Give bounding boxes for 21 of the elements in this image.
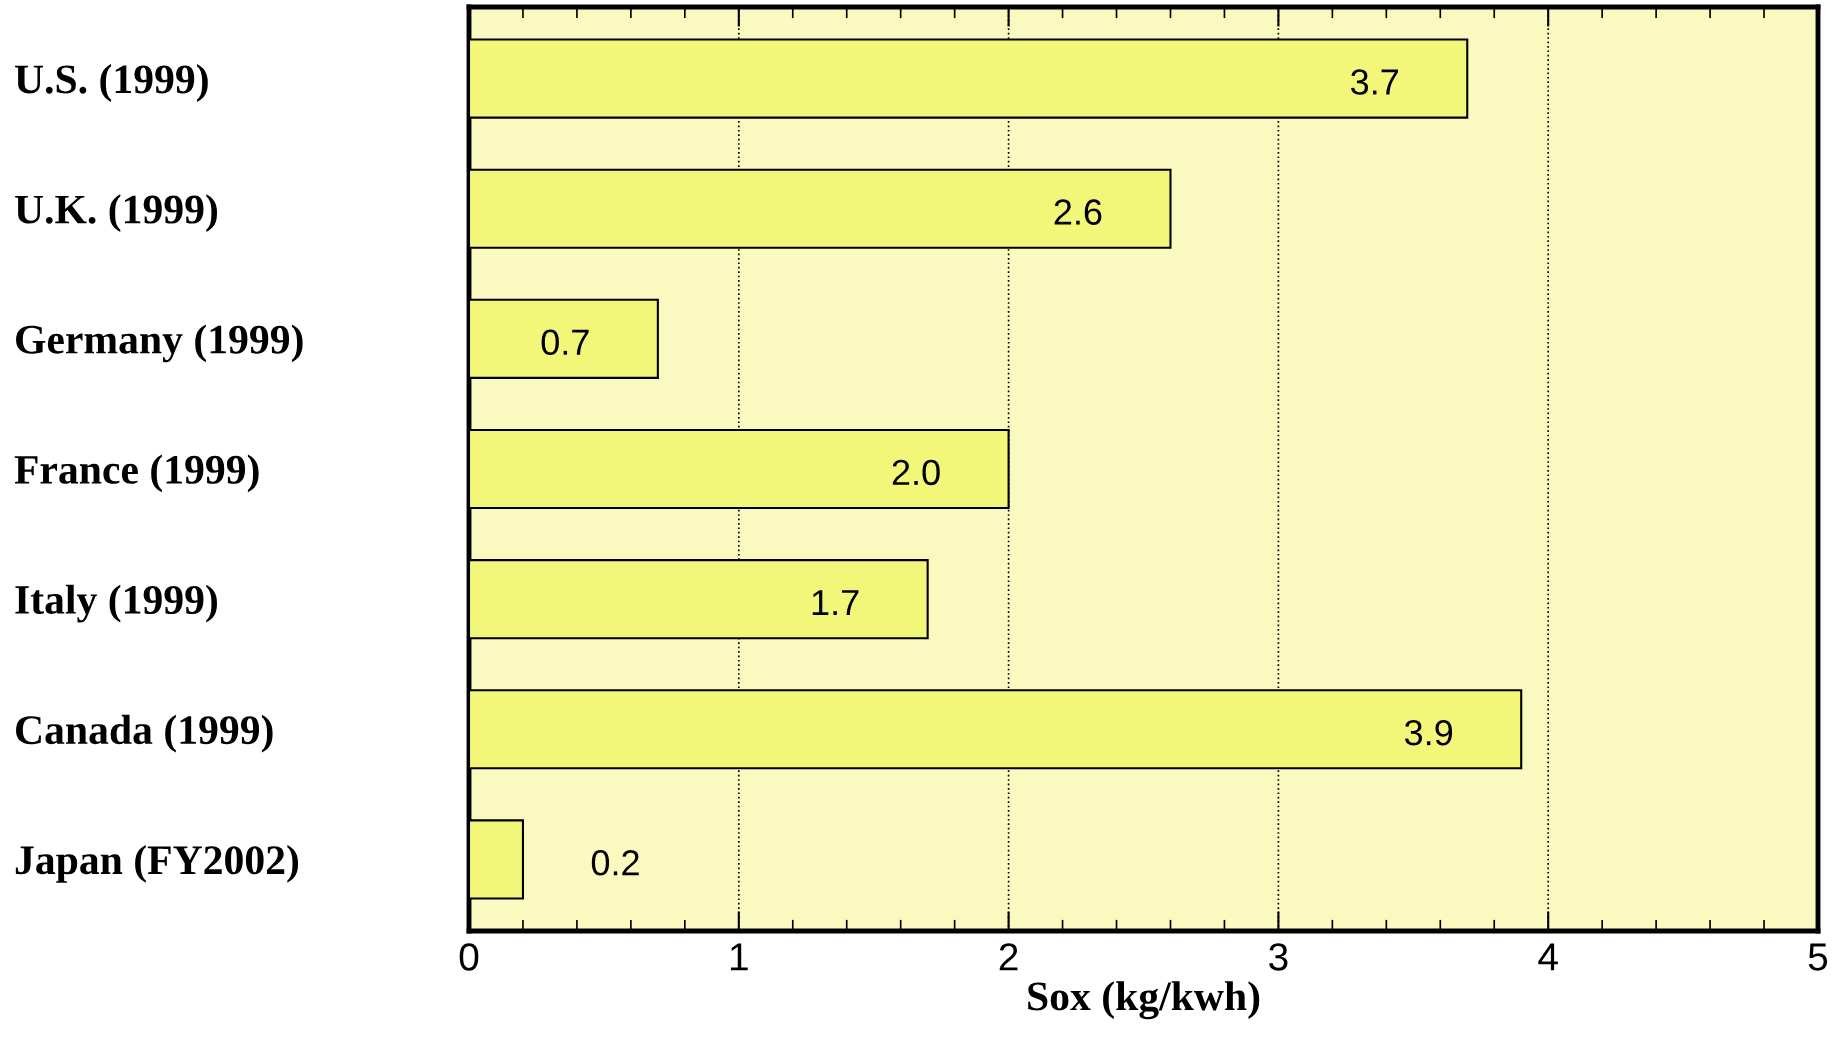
data-label: 3.9 [1404, 719, 1453, 746]
data-label: 0.7 [541, 329, 589, 356]
data-label: 0.2 [591, 850, 639, 876]
data-label: 1.7 [812, 590, 859, 615]
x-axis-title: Sox (kg/kwh) [1028, 981, 1260, 1020]
y-tick-label: Germany (1999) [16, 324, 303, 363]
y-tick-label: U.S. (1999) [15, 64, 208, 102]
x-tick-label: 2 [999, 943, 1018, 971]
data-label: 3.7 [1350, 69, 1398, 95]
y-tick-label: France (1999) [14, 454, 259, 493]
x-tick-label: 0 [459, 943, 479, 971]
y-tick-label: Japan (FY2002) [15, 844, 299, 883]
data-label: 2.6 [1054, 199, 1102, 225]
x-tick-label: 3 [1269, 943, 1288, 971]
y-tick-label: U.K. (1999) [15, 194, 217, 233]
x-tick-label: 1 [730, 943, 748, 971]
y-tick-label: Italy (1999) [15, 584, 217, 623]
data-label: 2.0 [892, 459, 940, 486]
x-tick-label: 4 [1538, 943, 1558, 971]
y-tick-label: Canada (1999) [16, 714, 273, 753]
x-tick-label: 5 [1808, 943, 1828, 971]
